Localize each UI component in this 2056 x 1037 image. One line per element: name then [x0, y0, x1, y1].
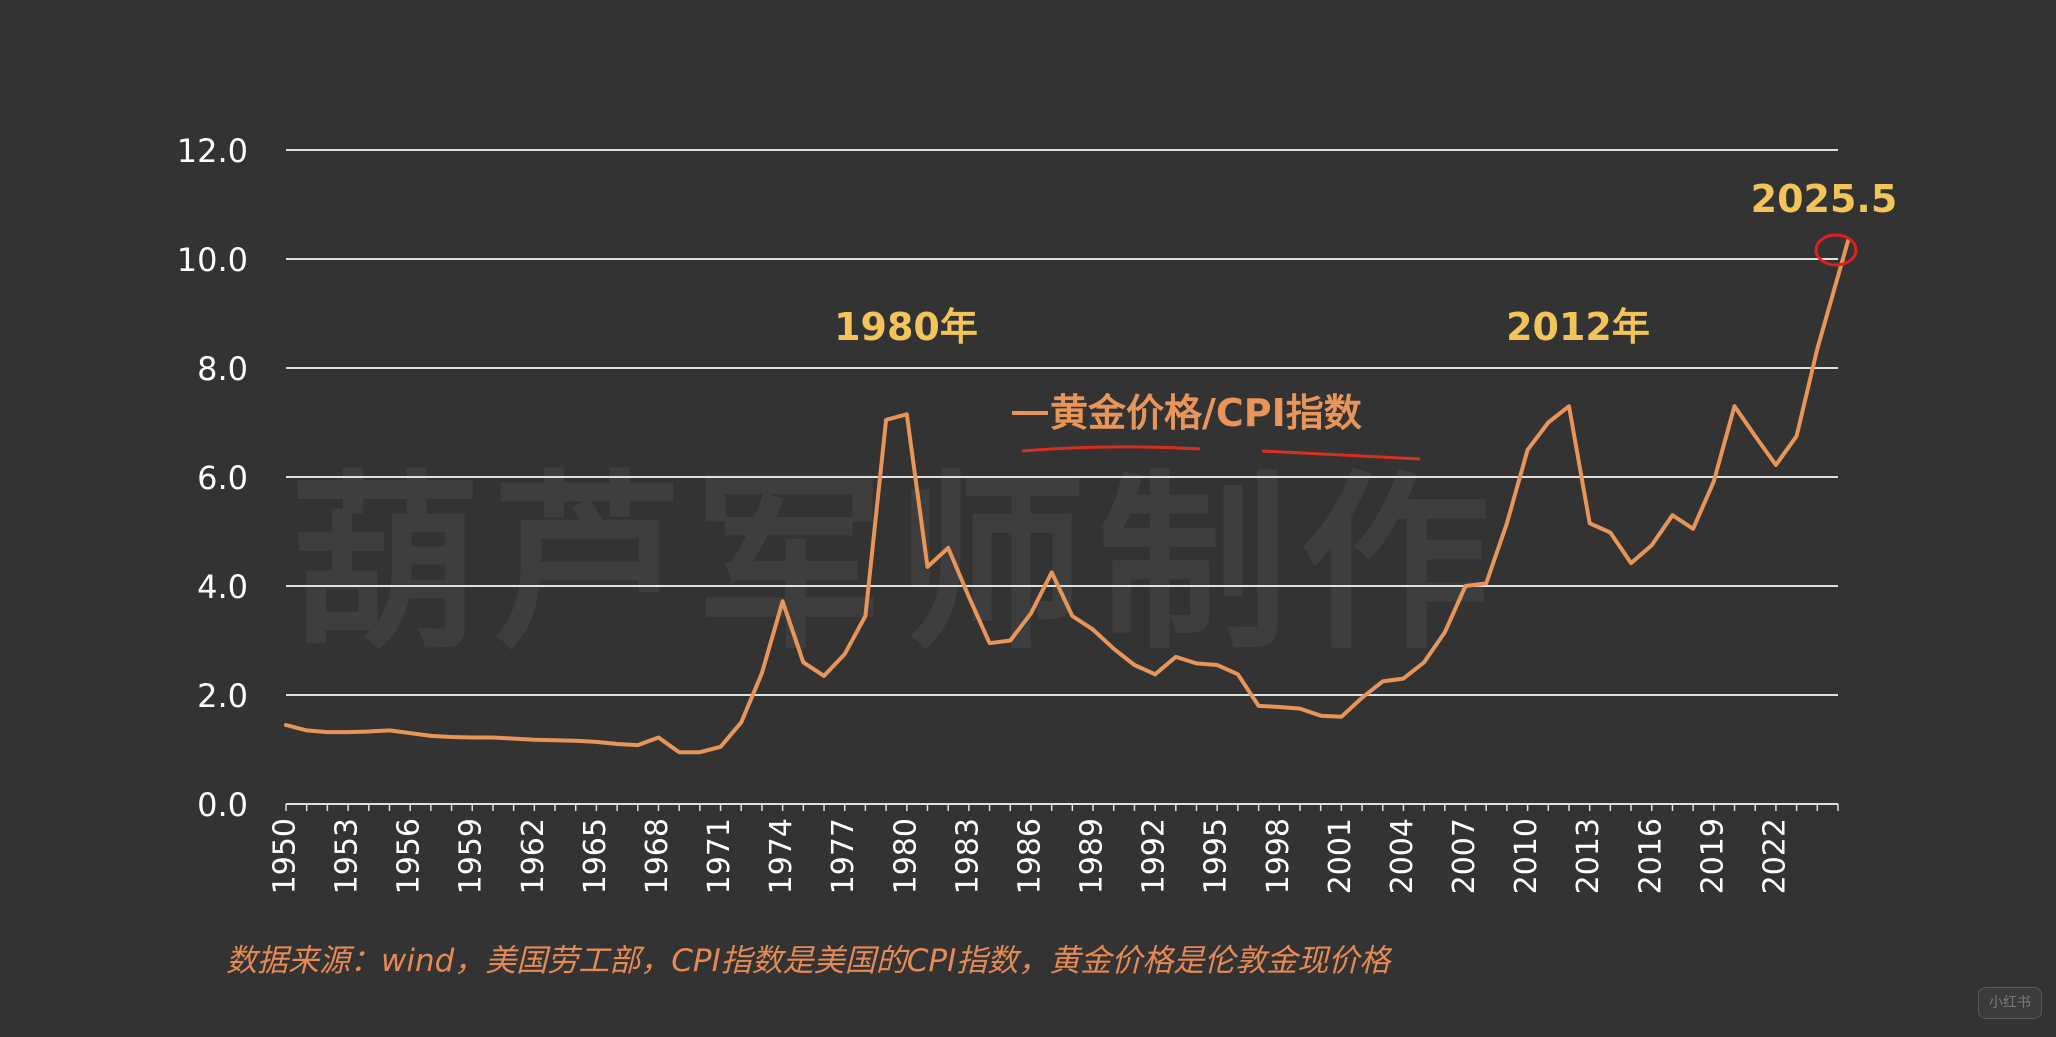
- legend-underline-1: [1021, 445, 1201, 453]
- legend-underline-2: [1261, 449, 1421, 461]
- y-tick-label: 10.0: [177, 241, 248, 279]
- grid-layer: [286, 149, 1838, 805]
- x-tick-label: 1989: [1075, 818, 1110, 894]
- x-tick-label: 1974: [764, 818, 799, 894]
- y-tick-label: 4.0: [197, 568, 248, 606]
- x-tick-label: 2007: [1447, 818, 1482, 894]
- x-tick-label: 2001: [1323, 818, 1358, 894]
- series-line: [284, 237, 1851, 755]
- x-tick-label: 1965: [578, 818, 613, 894]
- x-axis: 1950 1953 1956 1959 1962 1965 1968 1971 1974 1977…: [268, 804, 1839, 894]
- watermark-text: 葫芦军师制作: [290, 454, 1502, 675]
- x-tick-label: 1971: [702, 818, 737, 894]
- y-tick-label: 2.0: [197, 677, 248, 715]
- source-note: 数据来源：wind，美国劳工部，CPI指数是美国的CPI指数，黄金价格是伦敦金现…: [226, 943, 1391, 979]
- x-tick-label: 2013: [1571, 818, 1606, 894]
- x-tick-label: 1977: [826, 818, 861, 894]
- annotation-1980: 1980年: [834, 305, 978, 349]
- x-tick-label: 1992: [1137, 818, 1172, 894]
- y-axis: 0.0 2.0 4.0 6.0 8.0 10.0 12.0: [177, 132, 248, 824]
- series-layer: [284, 237, 1851, 755]
- y-tick-label: 6.0: [197, 459, 248, 497]
- y-tick-label: 12.0: [177, 132, 248, 170]
- x-tick-label: 1968: [640, 818, 675, 894]
- annotation-2012: 2012年: [1506, 305, 1650, 349]
- legend: 黄金价格/CPI指数: [1012, 391, 1421, 461]
- x-tick-label: 2004: [1385, 818, 1420, 894]
- x-tick-label: 1986: [1012, 818, 1047, 894]
- x-tick-label: 1962: [516, 818, 551, 894]
- y-tick-label: 8.0: [197, 350, 248, 388]
- x-tick-label: 1950: [268, 818, 303, 894]
- x-tick-label: 2022: [1757, 818, 1792, 894]
- annotation-latest: 2025.5: [1751, 177, 1898, 221]
- x-tick-label: 1980: [888, 818, 923, 894]
- x-tick-label: 1959: [454, 818, 489, 894]
- y-tick-label: 0.0: [197, 786, 248, 824]
- watermark-layer: 葫芦军师制作: [290, 454, 1502, 675]
- x-tick-label: 1953: [330, 818, 365, 894]
- x-tick-label: 1998: [1261, 818, 1296, 894]
- x-tick-label: 2016: [1633, 818, 1668, 894]
- legend-label: 黄金价格/CPI指数: [1050, 391, 1362, 435]
- watermark-badge: 小红书: [1978, 987, 2042, 1019]
- x-tick-label: 1956: [392, 818, 427, 894]
- highlight-circle: [1814, 233, 1858, 267]
- x-tick-label: 1995: [1199, 818, 1234, 894]
- x-tick-label: 2019: [1695, 818, 1730, 894]
- annotation-layer: 1980年 2012年 2025.5: [834, 177, 1897, 349]
- x-tick-label: 1983: [950, 818, 985, 894]
- x-tick-label: 2010: [1509, 818, 1544, 894]
